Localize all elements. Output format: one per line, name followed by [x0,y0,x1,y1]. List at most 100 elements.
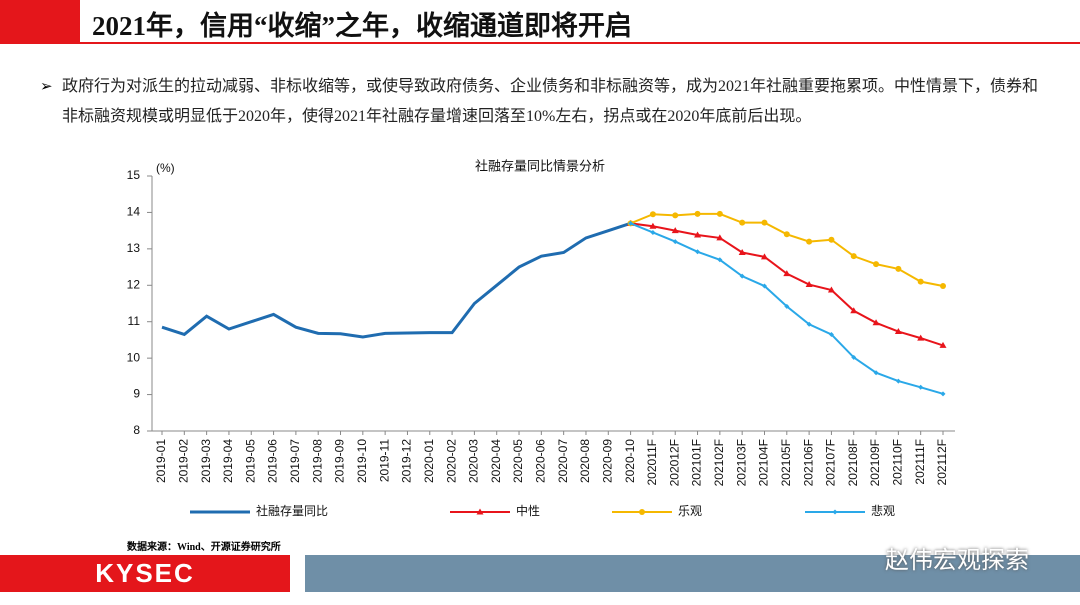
x-tick-label: 202107F [824,439,838,486]
marker [940,391,946,397]
x-tick-label: 202012F [667,439,681,486]
logo-text: KYSEC [95,558,195,588]
marker [850,253,857,260]
marker [628,220,634,226]
header-bar [0,0,80,42]
marker [672,239,678,245]
marker [672,212,679,219]
marker [716,210,723,217]
x-tick-label: 202105F [779,439,793,486]
legend-label: 中性 [516,503,540,518]
watermark: 赵伟宏观探索 [885,546,1029,574]
bullet-text: 政府行为对派生的拉动减弱、非标收缩等，或使导致政府债务、企业债务和非标融资等，成… [62,78,1039,125]
x-tick-label: 2020-09 [600,439,614,483]
x-tick-label: 202101F [690,439,704,486]
marker [739,273,745,279]
x-tick-label: 2019-05 [243,439,257,483]
x-tick-label: 2019-10 [355,439,369,483]
marker [476,508,484,515]
marker [717,257,723,263]
marker [649,211,656,218]
marker [917,334,925,341]
marker [894,328,902,335]
x-tick-label: 202110F [891,439,905,485]
marker [850,307,858,314]
x-tick-label: 2020-04 [489,439,503,483]
x-tick-label: 2019-03 [199,439,213,483]
marker [873,370,879,376]
x-tick-label: 2020-03 [467,439,481,483]
marker [872,319,880,326]
marker [895,265,902,272]
marker [739,219,746,226]
marker [827,286,835,293]
marker [828,331,834,337]
y-tick-label: 10 [127,350,141,364]
chart-title: 社融存量同比情景分析 [475,158,605,173]
marker [828,236,835,243]
marker [851,354,857,360]
logo-box: KYSEC [0,555,290,592]
marker [784,303,790,309]
y-tick-label: 11 [128,314,141,328]
source-note: 数据来源：Wind、开源证券研究所 [127,542,281,553]
x-tick-label: 2019-08 [310,439,324,483]
marker [783,231,790,238]
series-line [161,221,632,339]
marker [805,281,813,288]
y-tick-label: 14 [127,205,141,219]
x-tick-label: 202111F [913,439,927,485]
x-tick-label: 2019-02 [176,439,190,483]
marker [939,341,947,348]
legend-label: 乐观 [678,504,702,518]
marker [895,378,901,384]
y-tick-label: 9 [133,387,140,401]
x-tick-label: 2020-08 [578,439,592,483]
marker [694,210,701,217]
x-tick-label: 202102F [712,439,726,486]
x-tick-label: 2020-02 [444,439,458,483]
marker [873,261,880,268]
marker [650,229,656,235]
x-tick-label: 2019-09 [333,439,347,483]
marker [761,219,768,226]
marker [761,283,767,289]
y-tick-label: 12 [127,277,141,291]
x-tick-label: 2019-12 [400,439,414,483]
x-tick-label: 2019-11 [377,439,391,482]
y-axis-label: (%) [156,161,175,175]
marker [694,231,702,238]
marker [695,249,701,255]
x-tick-label: 2019-07 [288,439,302,483]
x-tick-label: 2020-10 [623,439,637,483]
marker [716,234,724,241]
slide-title: 2021年，信用“收缩”之年，收缩通道即将开启 [92,11,632,41]
marker [806,321,812,327]
marker [918,384,924,390]
x-tick-label: 202103F [734,439,748,486]
x-tick-label: 2019-01 [154,439,168,483]
marker [639,509,645,515]
x-tick-label: 2020-01 [422,439,436,483]
legend-label: 悲观 [871,503,895,518]
x-tick-label: 202106F [801,439,815,486]
marker [738,249,746,255]
marker [940,283,946,290]
x-tick-label: 2020-06 [534,439,548,483]
x-tick-label: 2019-04 [221,439,235,483]
x-tick-label: 202011F [645,439,659,485]
x-tick-label: 202109F [868,439,882,486]
marker [649,222,657,229]
marker [917,278,924,285]
x-tick-label: 2020-05 [511,439,525,483]
marker [806,238,813,245]
marker [783,270,791,277]
bullet-marker: ➢ [40,79,53,95]
footer-bar [305,555,1080,592]
y-tick-label: 8 [133,423,140,437]
marker [832,509,838,515]
marker [760,253,768,260]
y-tick-label: 15 [127,168,141,182]
